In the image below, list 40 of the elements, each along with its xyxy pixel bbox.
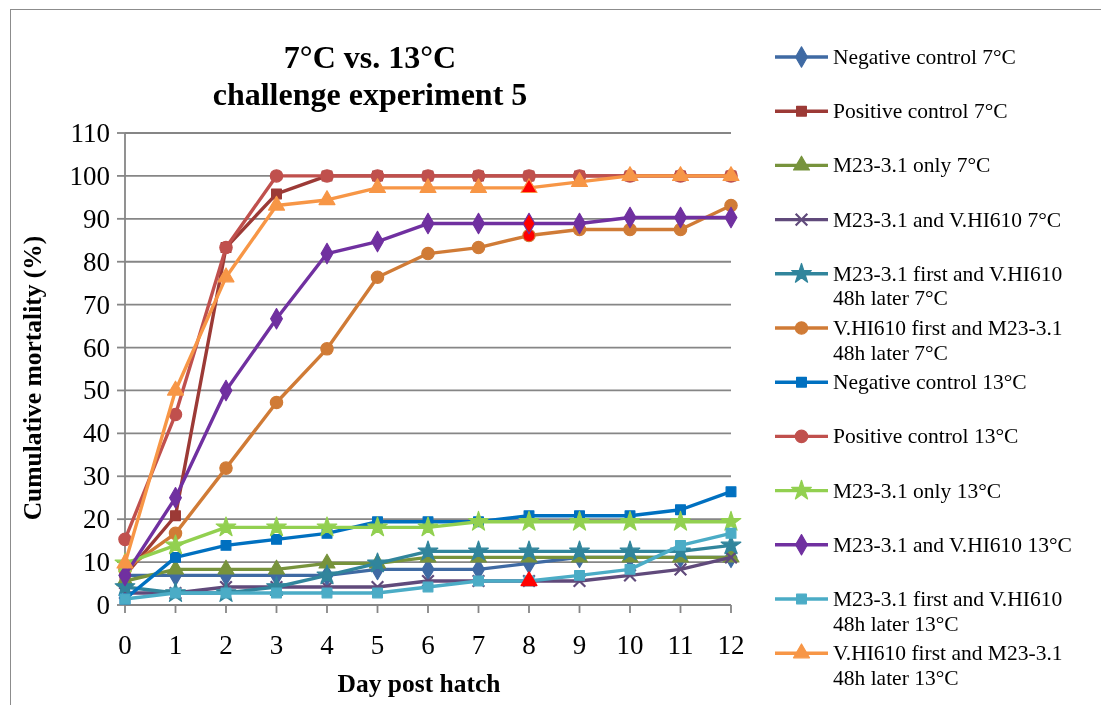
y-tick-label: 30 bbox=[83, 461, 110, 492]
y-tick-label: 0 bbox=[96, 590, 110, 620]
chart-title: 7°C vs. 13°C challenge experiment 5 bbox=[212, 39, 528, 112]
y-tick-label: 80 bbox=[83, 246, 110, 277]
x-tick-label: 10 bbox=[616, 630, 644, 660]
legend-label: Positive control 13°C bbox=[833, 424, 1019, 449]
x-tick-label: 9 bbox=[572, 630, 587, 660]
x-tick-label: 5 bbox=[370, 630, 385, 660]
legend-label: V.HI610 first and M23-3.1 48h later 13°C bbox=[833, 641, 1063, 690]
legend-label: M23-3.1 only 7°C bbox=[833, 153, 991, 178]
legend-label: M23-3.1 and V.HI610 13°C bbox=[833, 532, 1072, 557]
y-tick-label: 90 bbox=[83, 203, 110, 234]
legend-label: M23-3.1 and V.HI610 7°C bbox=[833, 207, 1062, 232]
legend-label: M23-3.1 first and V.HI610 48h later 7°C bbox=[833, 261, 1063, 311]
x-tick-label: 3 bbox=[269, 630, 284, 660]
y-axis-title: Cumulative mortality (%) bbox=[18, 235, 47, 521]
x-tick-label: 8 bbox=[522, 630, 536, 660]
y-tick-label: 60 bbox=[83, 332, 110, 363]
x-tick-label: 0 bbox=[118, 630, 132, 660]
legend-label: M23-3.1 only 13°C bbox=[833, 478, 1002, 503]
x-tick-label: 7 bbox=[471, 630, 486, 660]
y-tick-label: 50 bbox=[83, 375, 110, 406]
x-tick-label: 11 bbox=[667, 630, 694, 660]
y-tick-label: 20 bbox=[83, 504, 110, 535]
y-tick-label: 40 bbox=[83, 418, 110, 449]
legend-label: M23-3.1 first and V.HI610 48h later 13°C bbox=[833, 587, 1063, 636]
y-tick-label: 100 bbox=[69, 160, 110, 191]
x-axis-title: Day post hatch bbox=[337, 669, 501, 698]
x-tick-label: 1 bbox=[168, 630, 183, 660]
x-tick-label: 6 bbox=[421, 630, 435, 660]
x-tick-label: 2 bbox=[219, 630, 233, 660]
y-tick-label: 110 bbox=[70, 118, 110, 148]
x-tick-label: 12 bbox=[717, 630, 745, 660]
legend-label: Negative control 13°C bbox=[833, 370, 1027, 395]
y-tick-label: 10 bbox=[83, 547, 110, 578]
x-tick-label: 4 bbox=[320, 630, 335, 660]
legend-label: Positive control 7°C bbox=[833, 99, 1008, 124]
y-tick-label: 70 bbox=[83, 289, 110, 320]
legend-label: Negative control 7°C bbox=[833, 45, 1016, 69]
legend-label: V.HI610 first and M23-3.1 48h later 7°C bbox=[833, 316, 1063, 365]
